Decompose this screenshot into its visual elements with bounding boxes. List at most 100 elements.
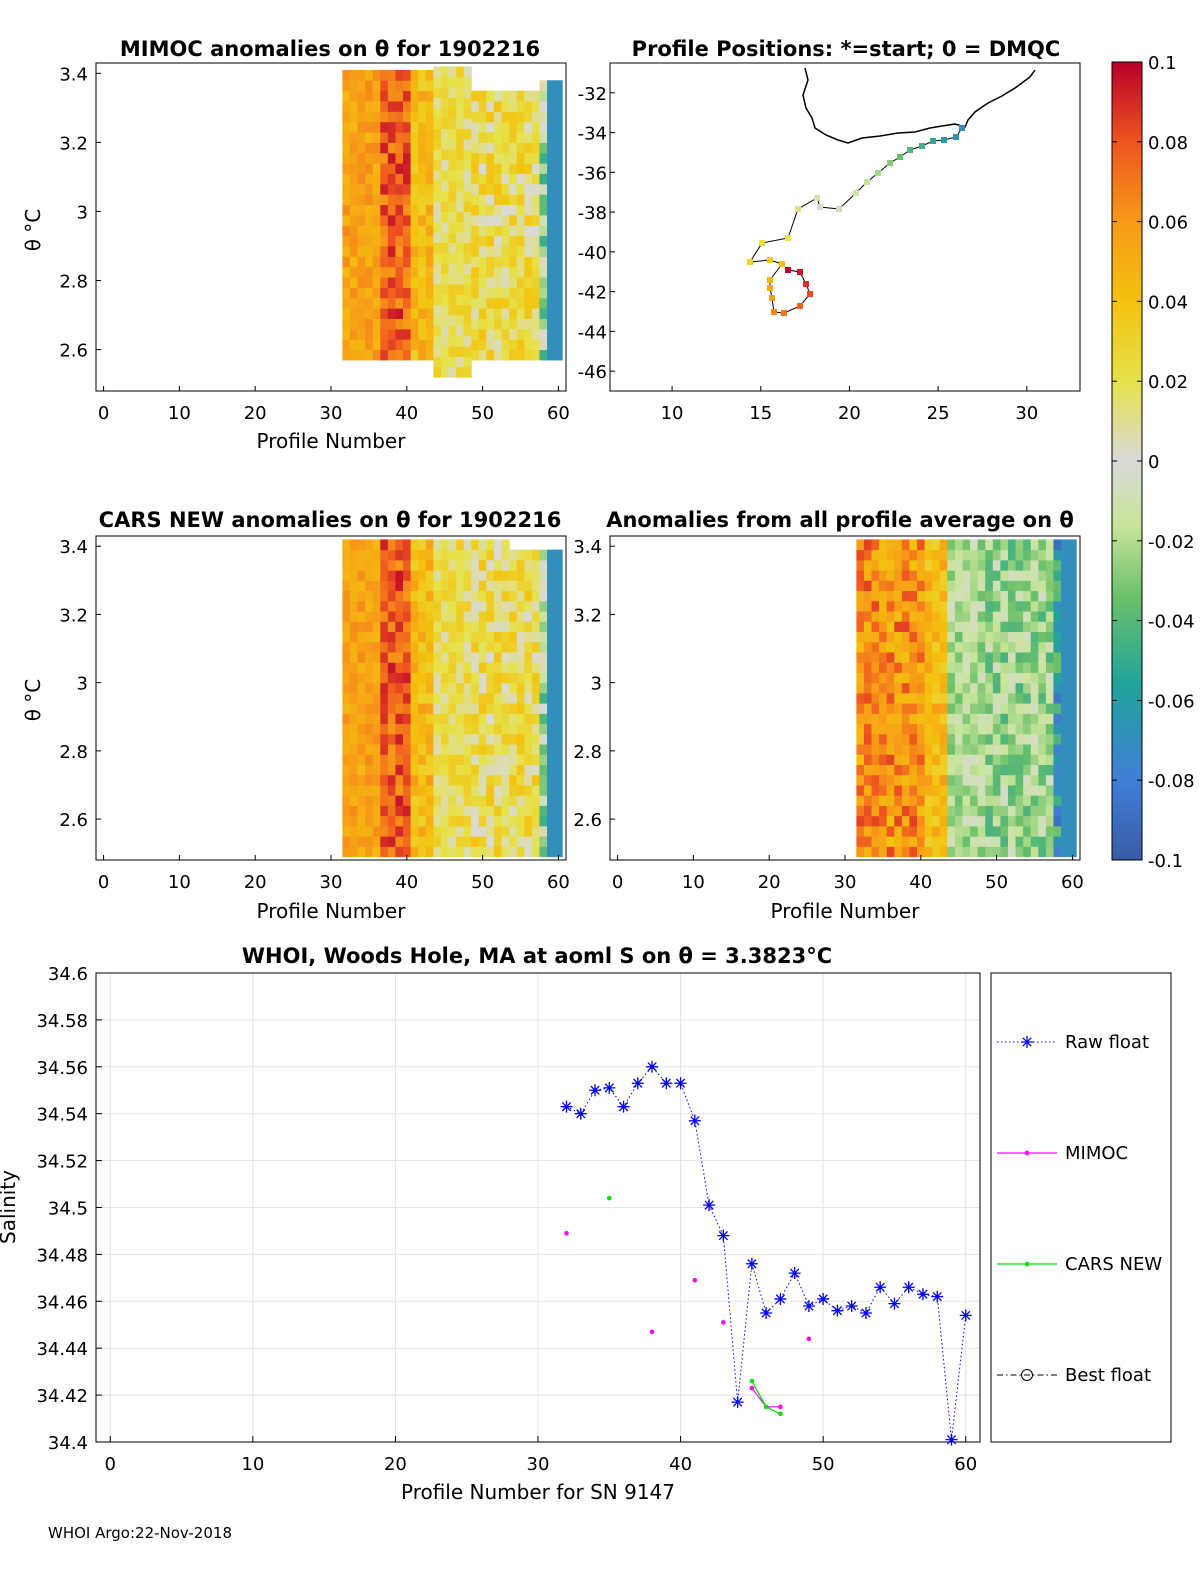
heatmap-cell bbox=[531, 754, 540, 766]
heatmap-cell bbox=[349, 163, 359, 174]
heatmap-cell bbox=[917, 590, 926, 602]
heatmap-cell bbox=[1045, 600, 1054, 612]
raw-float-point bbox=[703, 1199, 716, 1212]
heatmap-cell bbox=[1061, 795, 1070, 806]
heatmap-cell bbox=[486, 277, 495, 288]
heatmap-cell bbox=[403, 539, 412, 551]
heatmap-cell bbox=[992, 539, 1001, 551]
heatmap-cell bbox=[380, 795, 389, 806]
heatmap-cell bbox=[440, 356, 449, 368]
heatmap-cell bbox=[501, 825, 510, 837]
heatmap-cell bbox=[531, 631, 540, 643]
heatmap-cell bbox=[1038, 692, 1047, 704]
heatmap-cell bbox=[365, 173, 374, 185]
heatmap-cell bbox=[410, 111, 419, 123]
heatmap-cell bbox=[387, 204, 396, 216]
heatmap-cell bbox=[1053, 600, 1062, 612]
heatmap-cell bbox=[1007, 744, 1017, 755]
heatmap-cell bbox=[501, 121, 510, 133]
heatmap-cell bbox=[547, 318, 556, 330]
heatmap-cell bbox=[524, 163, 533, 174]
heatmap-cell bbox=[554, 846, 563, 858]
heatmap-cell bbox=[387, 672, 396, 684]
heatmap-cell bbox=[917, 754, 926, 766]
heatmap-cell bbox=[380, 744, 389, 755]
heatmap-cell bbox=[886, 641, 895, 653]
heatmap-cell bbox=[539, 204, 548, 216]
heatmap-cell bbox=[1061, 713, 1070, 725]
heatmap-cell bbox=[977, 641, 986, 653]
heatmap-cell bbox=[962, 611, 971, 622]
heatmap-cell bbox=[380, 142, 389, 154]
heatmap-cell bbox=[539, 754, 548, 766]
heatmap-cell bbox=[1068, 846, 1077, 858]
heatmap-cell bbox=[418, 69, 427, 81]
heatmap-cell bbox=[403, 132, 412, 143]
heatmap-cell bbox=[939, 815, 948, 827]
heatmap-cell bbox=[425, 80, 434, 92]
heatmap-cell bbox=[403, 287, 412, 299]
heatmap-cell bbox=[863, 651, 873, 663]
heatmap-cell bbox=[509, 111, 518, 123]
heatmap-cell bbox=[478, 805, 487, 817]
y-tick-label: -44 bbox=[578, 322, 607, 343]
heatmap-cell bbox=[524, 815, 533, 827]
heatmap-cell bbox=[463, 335, 472, 347]
heatmap-cell bbox=[471, 744, 480, 755]
heatmap-cell bbox=[501, 287, 510, 299]
heatmap-cell bbox=[486, 815, 495, 827]
heatmap-cell bbox=[486, 805, 495, 817]
heatmap-cell bbox=[448, 232, 457, 244]
position-marker bbox=[919, 143, 925, 149]
heatmap-cell bbox=[856, 611, 865, 622]
heatmap-cell bbox=[349, 825, 359, 837]
heatmap-cell bbox=[478, 339, 487, 351]
heatmap-cell bbox=[1007, 611, 1017, 622]
heatmap-cell bbox=[539, 225, 548, 237]
heatmap-cell bbox=[486, 132, 495, 143]
heatmap-cell bbox=[531, 152, 540, 164]
heatmap-cell bbox=[357, 194, 366, 206]
heatmap-cell bbox=[372, 672, 381, 684]
heatmap-cell bbox=[433, 97, 442, 109]
heatmap-cell bbox=[1068, 611, 1077, 622]
heatmap-cell bbox=[357, 225, 366, 237]
heatmap-cell bbox=[992, 815, 1001, 827]
heatmap-cell bbox=[516, 815, 525, 827]
heatmap-cell bbox=[1061, 805, 1070, 817]
heatmap-cell bbox=[456, 825, 465, 837]
heatmap-cell bbox=[863, 611, 873, 622]
heatmap-cell bbox=[471, 142, 480, 154]
heatmap-cell bbox=[524, 692, 533, 704]
heatmap-cell bbox=[387, 641, 396, 653]
heatmap-cell bbox=[342, 805, 351, 817]
heatmap-cell bbox=[863, 559, 873, 571]
heatmap-cell bbox=[456, 539, 465, 551]
heatmap-cell bbox=[486, 754, 495, 766]
heatmap-cell bbox=[440, 180, 449, 192]
heatmap-cell bbox=[395, 795, 404, 806]
heatmap-cell bbox=[456, 180, 465, 192]
heatmap-cell bbox=[433, 692, 442, 704]
heatmap-cell bbox=[516, 703, 525, 714]
heatmap-cell bbox=[1023, 651, 1032, 663]
heatmap-cell bbox=[524, 713, 533, 725]
heatmap-cell bbox=[1061, 836, 1070, 847]
heatmap-cell bbox=[410, 723, 419, 735]
heatmap-cell bbox=[524, 631, 533, 643]
heatmap-cell bbox=[554, 815, 563, 827]
heatmap-cell bbox=[1068, 549, 1077, 561]
heatmap-cell bbox=[342, 723, 351, 735]
heatmap-cell bbox=[478, 256, 487, 268]
heatmap-cell bbox=[456, 263, 465, 275]
heatmap-cell bbox=[349, 69, 359, 81]
heatmap-cell bbox=[1038, 825, 1047, 837]
heatmap-cell bbox=[947, 774, 956, 786]
heatmap-cell bbox=[554, 774, 563, 786]
heatmap-cell bbox=[524, 142, 533, 154]
heatmap-cell bbox=[1000, 784, 1009, 796]
heatmap-cell bbox=[456, 252, 465, 264]
heatmap-cell bbox=[456, 159, 465, 171]
heatmap-cell bbox=[970, 570, 979, 581]
heatmap-cell bbox=[509, 339, 518, 351]
